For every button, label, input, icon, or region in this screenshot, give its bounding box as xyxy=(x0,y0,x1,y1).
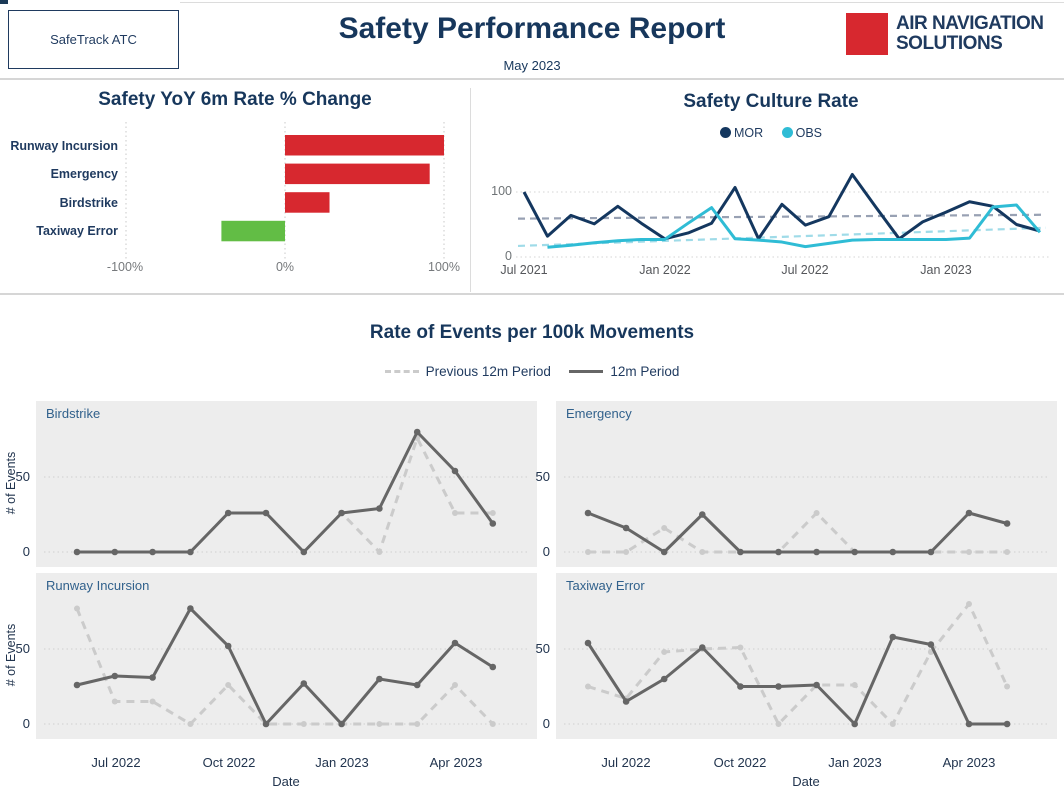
x-axis-title-date-right: Date xyxy=(792,774,820,789)
y-axis-title-events-row2: # of Events xyxy=(4,623,18,687)
culture-xtick-jan2022: Jan 2022 xyxy=(639,263,691,277)
top-rule xyxy=(180,2,1064,3)
section-divider xyxy=(0,293,1064,295)
birdstrike-line-chart xyxy=(44,428,529,556)
yoy-category-birdstrike: Birdstrike xyxy=(59,196,118,210)
legend-item-mor[interactable]: MOR xyxy=(719,125,764,140)
panel-title-emergency: Emergency xyxy=(566,406,632,421)
events-section-title: Rate of Events per 100k Movements xyxy=(369,322,695,343)
yoy-xtick-100: 100% xyxy=(428,260,460,274)
xtick-jul2022: Jul 2022 xyxy=(91,755,141,770)
ytick-50: 50 xyxy=(535,469,550,484)
ytick-0: 0 xyxy=(542,716,550,731)
events-legend: Previous 12m Period 12m Period xyxy=(0,360,1064,379)
taxiway-error-line-chart xyxy=(564,601,1049,728)
yoy-xtick--100: -100% xyxy=(106,260,144,274)
brand-label: SafeTrack ATC xyxy=(50,32,137,47)
ytick-0: 0 xyxy=(542,544,550,559)
legend-item-current-period[interactable]: 12m Period xyxy=(569,364,679,379)
panel-emergency: Emergency xyxy=(556,401,1057,567)
panel-title-runway-incursion: Runway Incursion xyxy=(46,578,150,593)
logo-line-1: AIR NAVIGATION xyxy=(896,13,1044,34)
obs-legend-dot-icon xyxy=(781,127,793,138)
xtick-apr2023: Apr 2023 xyxy=(429,755,483,770)
panel-runway-incursion: Runway Incursion xyxy=(36,573,537,739)
page-title: Safety Performance Report xyxy=(338,12,726,45)
top-section-divider xyxy=(470,88,471,292)
current-period-label: 12m Period xyxy=(610,364,680,379)
culture-xtick-jan2023: Jan 2023 xyxy=(920,263,972,277)
culture-ytick-0: 0 xyxy=(505,249,512,263)
culture-line-chart xyxy=(516,172,1050,258)
xtick-jul2022: Jul 2022 xyxy=(601,755,651,770)
ytick-0: 0 xyxy=(22,716,30,731)
obs-legend-label: OBS xyxy=(795,125,823,140)
mor-legend-label: MOR xyxy=(733,125,764,140)
brand-box: SafeTrack ATC xyxy=(8,10,179,69)
logo-line-2: SOLUTIONS xyxy=(896,33,1003,54)
culture-xtick-jul2021: Jul 2021 xyxy=(500,263,548,277)
legend-item-obs[interactable]: OBS xyxy=(781,125,823,140)
culture-xtick-jul2022: Jul 2022 xyxy=(781,263,829,277)
yoy-category-runway-incursion: Runway Incursion xyxy=(10,139,118,153)
xtick-oct2022: Oct 2022 xyxy=(713,755,767,770)
previous-period-dashed-line-icon xyxy=(384,370,419,373)
panel-birdstrike: Birdstrike xyxy=(36,401,537,567)
ytick-50: 50 xyxy=(15,469,30,484)
yoy-category-emergency: Emergency xyxy=(50,167,118,181)
corner-mark xyxy=(0,0,8,4)
culture-ytick-100: 100 xyxy=(491,184,512,198)
panel-title-birdstrike: Birdstrike xyxy=(46,406,101,421)
panel-taxiway-error: Taxiway Error xyxy=(556,573,1057,739)
yoy-category-taxiway-error: Taxiway Error xyxy=(36,224,118,238)
y-axis-title-events-row1: # of Events xyxy=(4,451,18,515)
legend-item-previous-period[interactable]: Previous 12m Period xyxy=(384,364,551,379)
current-period-solid-line-icon xyxy=(569,370,604,373)
runway-incursion-line-chart xyxy=(44,605,529,728)
header-divider xyxy=(0,78,1064,80)
emergency-line-chart xyxy=(564,476,1049,556)
panel-title-taxiway-error: Taxiway Error xyxy=(566,578,645,593)
yoy-bar-chart xyxy=(125,122,445,260)
xtick-apr2023: Apr 2023 xyxy=(942,755,996,770)
xtick-jan2023: Jan 2023 xyxy=(828,755,882,770)
logo-text: AIR NAVIGATION SOLUTIONS xyxy=(896,13,1044,54)
previous-period-label: Previous 12m Period xyxy=(425,364,551,379)
culture-chart-title: Safety Culture Rate xyxy=(683,91,859,112)
xtick-oct2022: Oct 2022 xyxy=(202,755,256,770)
ytick-50: 50 xyxy=(535,641,550,656)
yoy-xtick-0: 0% xyxy=(275,260,295,274)
mor-legend-dot-icon xyxy=(719,127,731,138)
xtick-jan2023: Jan 2023 xyxy=(315,755,369,770)
yoy-chart-title: Safety YoY 6m Rate % Change xyxy=(98,89,372,110)
report-date: May 2023 xyxy=(503,58,561,73)
x-axis-title-date-left: Date xyxy=(272,774,300,789)
ytick-50: 50 xyxy=(15,641,30,656)
logo-red-square xyxy=(846,13,888,55)
ytick-0: 0 xyxy=(22,544,30,559)
culture-legend: MOR OBS xyxy=(478,125,1064,143)
